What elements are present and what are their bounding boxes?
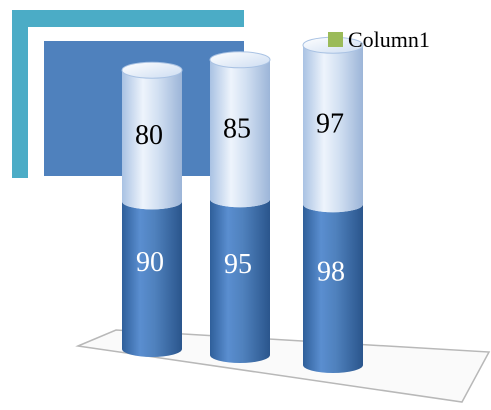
- data-label-series2-2: 85: [223, 114, 251, 145]
- data-label-series1-1: 90: [136, 247, 164, 278]
- bar-cap-1: [122, 62, 182, 78]
- bar-series1-3: [303, 204, 363, 373]
- bars-group: [122, 37, 363, 373]
- data-label-series1-2: 95: [224, 249, 252, 280]
- data-label-series2-3: 97: [316, 109, 344, 140]
- legend-swatch: [328, 32, 343, 47]
- bar-series1-1: [122, 201, 182, 357]
- bar-series1-2: [210, 199, 270, 363]
- bar-cap-2: [210, 52, 270, 68]
- data-label-series1-3: 98: [317, 257, 345, 288]
- data-label-series2-1: 80: [135, 120, 163, 151]
- legend-label: Column1: [348, 27, 430, 52]
